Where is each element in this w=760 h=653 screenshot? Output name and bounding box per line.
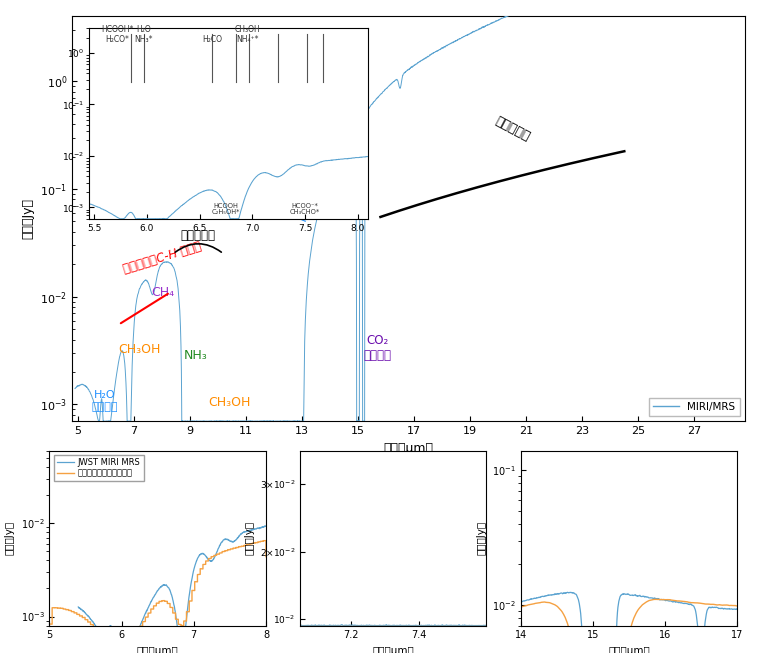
JWST MIRI MRS [169,597,178,605]
Text: シリケート: シリケート [181,229,216,242]
Y-axis label: 光量［Jy］: 光量［Jy］ [22,199,35,239]
スピッツァー宇宙望遠鏡 [261,537,271,545]
Text: CH₃OH: CH₃OH [119,343,160,357]
JWST MIRI MRS [74,603,83,611]
スピッツァー宇宙望遠鏡 [45,620,54,628]
JWST MIRI MRS [263,522,272,530]
スピッツァー宇宙望遠鏡 [105,639,114,646]
X-axis label: 波長［μm］: 波長［μm］ [137,646,179,653]
スピッツァー宇宙望遠鏡 [111,641,120,648]
Line: スピッツァー宇宙望遠鏡: スピッツァー宇宙望遠鏡 [49,541,266,645]
X-axis label: 波長［μm］: 波長［μm］ [384,441,433,454]
JWST MIRI MRS [163,583,173,591]
Line: JWST MIRI MRS: JWST MIRI MRS [78,524,273,637]
スピッツァー宇宙望遠鏡 [261,552,271,560]
Text: CH₄: CH₄ [152,286,175,299]
Text: H₂O  秤動振動: H₂O 秤動振動 [296,165,331,223]
Y-axis label: 光量［Jy］: 光量［Jy］ [477,521,486,555]
JWST MIRI MRS [263,522,272,530]
X-axis label: 波長［μm］: 波長［μm］ [372,646,414,653]
スピッツァー宇宙望遠鏡 [185,597,194,605]
JWST MIRI MRS [268,520,277,528]
JWST MIRI MRS [99,633,108,641]
JWST MIRI MRS [268,520,277,528]
Text: H₂O
秤動振動: H₂O 秤動振動 [91,390,118,412]
X-axis label: 波長［μm］: 波長［μm］ [608,646,650,653]
JWST MIRI MRS [84,612,93,620]
JWST MIRI MRS [227,537,236,545]
スピッツァー宇宙望遠鏡 [116,641,125,648]
Text: シリケート: シリケート [492,115,532,144]
Text: CH₃OH: CH₃OH [208,396,250,409]
Legend: MIRI/MRS: MIRI/MRS [649,398,739,416]
Legend: JWST MIRI MRS, スピッツァー宇宙望遠鏡: JWST MIRI MRS, スピッツァー宇宙望遠鏡 [53,454,144,481]
Text: CO₂
変角振動: CO₂ 変角振動 [364,334,391,362]
Y-axis label: 光量［Jy］: 光量［Jy］ [244,521,255,555]
スピッツァー宇宙望遠鏡 [229,544,238,552]
スピッツァー宇宙望遠鏡 [132,627,141,635]
スピッツァー宇宙望遠鏡 [204,554,213,562]
Y-axis label: 光量［Jy］: 光量［Jy］ [5,521,15,555]
Text: 有機分子（C-H 変角）: 有機分子（C-H 変角） [122,240,203,276]
Text: NH₃: NH₃ [184,349,207,362]
